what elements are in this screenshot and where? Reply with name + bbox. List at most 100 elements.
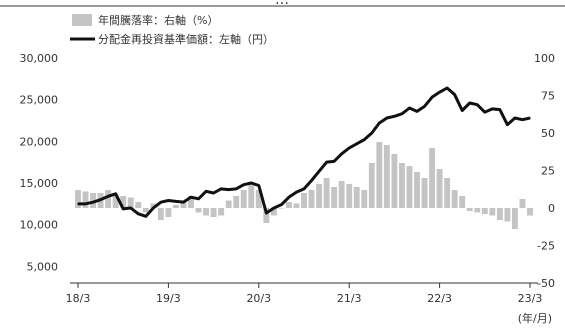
bar bbox=[165, 208, 172, 217]
bar bbox=[75, 190, 81, 208]
line-point bbox=[160, 201, 162, 203]
bar bbox=[444, 178, 451, 208]
line-point bbox=[461, 109, 464, 112]
bar bbox=[188, 196, 194, 208]
line-point bbox=[401, 113, 403, 115]
bar bbox=[308, 190, 315, 208]
bar bbox=[421, 178, 428, 208]
bar bbox=[414, 172, 420, 208]
x-unit-label: (年/月) bbox=[518, 311, 552, 325]
bar bbox=[120, 196, 127, 208]
line-point bbox=[145, 215, 147, 218]
bar bbox=[150, 203, 157, 208]
line-point bbox=[190, 196, 192, 198]
bar bbox=[255, 190, 262, 208]
line-point bbox=[227, 188, 230, 191]
bar bbox=[105, 190, 112, 208]
bar bbox=[519, 199, 526, 208]
left-tick-label: 10,000 bbox=[20, 219, 59, 232]
right-tick-label: 75 bbox=[541, 90, 555, 103]
line-point bbox=[122, 208, 124, 210]
bar bbox=[361, 190, 368, 208]
line-point bbox=[273, 207, 275, 209]
right-tick-label: -50 bbox=[537, 277, 555, 290]
bar bbox=[82, 191, 89, 208]
left-tick-label: 20,000 bbox=[20, 135, 59, 148]
line-point bbox=[99, 198, 102, 201]
right-tick-label: 50 bbox=[541, 127, 555, 140]
bar bbox=[376, 142, 383, 208]
bar bbox=[391, 154, 398, 208]
line-point bbox=[521, 118, 524, 121]
left-tick-label: 5,000 bbox=[27, 260, 59, 273]
right-tick-label: 0 bbox=[548, 202, 555, 215]
bar bbox=[323, 178, 330, 208]
bar bbox=[338, 181, 345, 208]
right-tick-label: 100 bbox=[534, 52, 555, 65]
legend-label-line: 分配金再投資基準価額：左軸（円） bbox=[98, 32, 274, 46]
line-point bbox=[468, 102, 471, 104]
line-point bbox=[84, 203, 87, 205]
line-point bbox=[129, 207, 132, 209]
bar bbox=[496, 208, 503, 220]
bar bbox=[112, 194, 119, 208]
line-point bbox=[386, 117, 388, 119]
x-tick-label: 22/3 bbox=[427, 292, 452, 305]
bar bbox=[142, 208, 149, 213]
bar bbox=[368, 163, 375, 208]
labels-layer: 30,000 25,000 20,000 15,000 10,000 5,000 100 75… bbox=[20, 52, 556, 325]
bar bbox=[398, 163, 405, 208]
x-tick-label: 19/3 bbox=[156, 292, 181, 305]
line-point bbox=[476, 103, 479, 106]
legend: 年間騰落率：右軸（%） 分配金再投資基準価額：左軸（円） bbox=[70, 13, 274, 46]
line-point bbox=[114, 193, 117, 195]
line-point bbox=[242, 183, 245, 186]
left-tick-label: 25,000 bbox=[20, 94, 59, 107]
bar bbox=[285, 202, 292, 208]
legend-label-bar: 年間騰落率：右軸（%） bbox=[98, 13, 218, 27]
bar bbox=[278, 208, 285, 209]
line-point bbox=[107, 195, 109, 198]
line-point bbox=[310, 179, 313, 182]
line-point bbox=[431, 96, 433, 98]
line-point bbox=[408, 107, 411, 109]
bar bbox=[504, 208, 511, 222]
bar bbox=[270, 208, 277, 216]
line-point bbox=[416, 110, 418, 113]
right-tick-label: 25 bbox=[541, 165, 555, 178]
bar bbox=[353, 187, 360, 208]
axes-layer bbox=[70, 282, 538, 288]
bar bbox=[474, 208, 481, 213]
bar bbox=[218, 208, 225, 216]
bar bbox=[481, 208, 488, 214]
line-point bbox=[325, 161, 328, 163]
bar bbox=[459, 196, 466, 208]
line-point bbox=[514, 117, 516, 119]
line-point bbox=[205, 190, 207, 193]
bar bbox=[127, 197, 134, 208]
line-point bbox=[250, 182, 253, 184]
right-tick-label: -25 bbox=[537, 240, 555, 253]
line-point bbox=[295, 191, 298, 193]
line-point bbox=[438, 91, 441, 93]
left-tick-label: 15,000 bbox=[20, 177, 59, 190]
bar bbox=[406, 166, 413, 208]
line-point bbox=[393, 115, 396, 118]
bar bbox=[135, 202, 142, 208]
line-point bbox=[152, 207, 155, 209]
bar bbox=[210, 208, 217, 217]
line-point bbox=[92, 201, 94, 203]
left-tick-label: 30,000 bbox=[20, 52, 59, 65]
x-tick-label: 23/3 bbox=[518, 292, 543, 305]
line-point bbox=[220, 188, 222, 190]
bar bbox=[180, 202, 187, 208]
line-point bbox=[333, 160, 335, 163]
bar bbox=[466, 208, 473, 211]
line-point bbox=[340, 153, 343, 155]
bar bbox=[346, 184, 353, 208]
bar bbox=[172, 205, 179, 208]
chart-title: … bbox=[275, 0, 289, 8]
line-point bbox=[423, 105, 426, 108]
